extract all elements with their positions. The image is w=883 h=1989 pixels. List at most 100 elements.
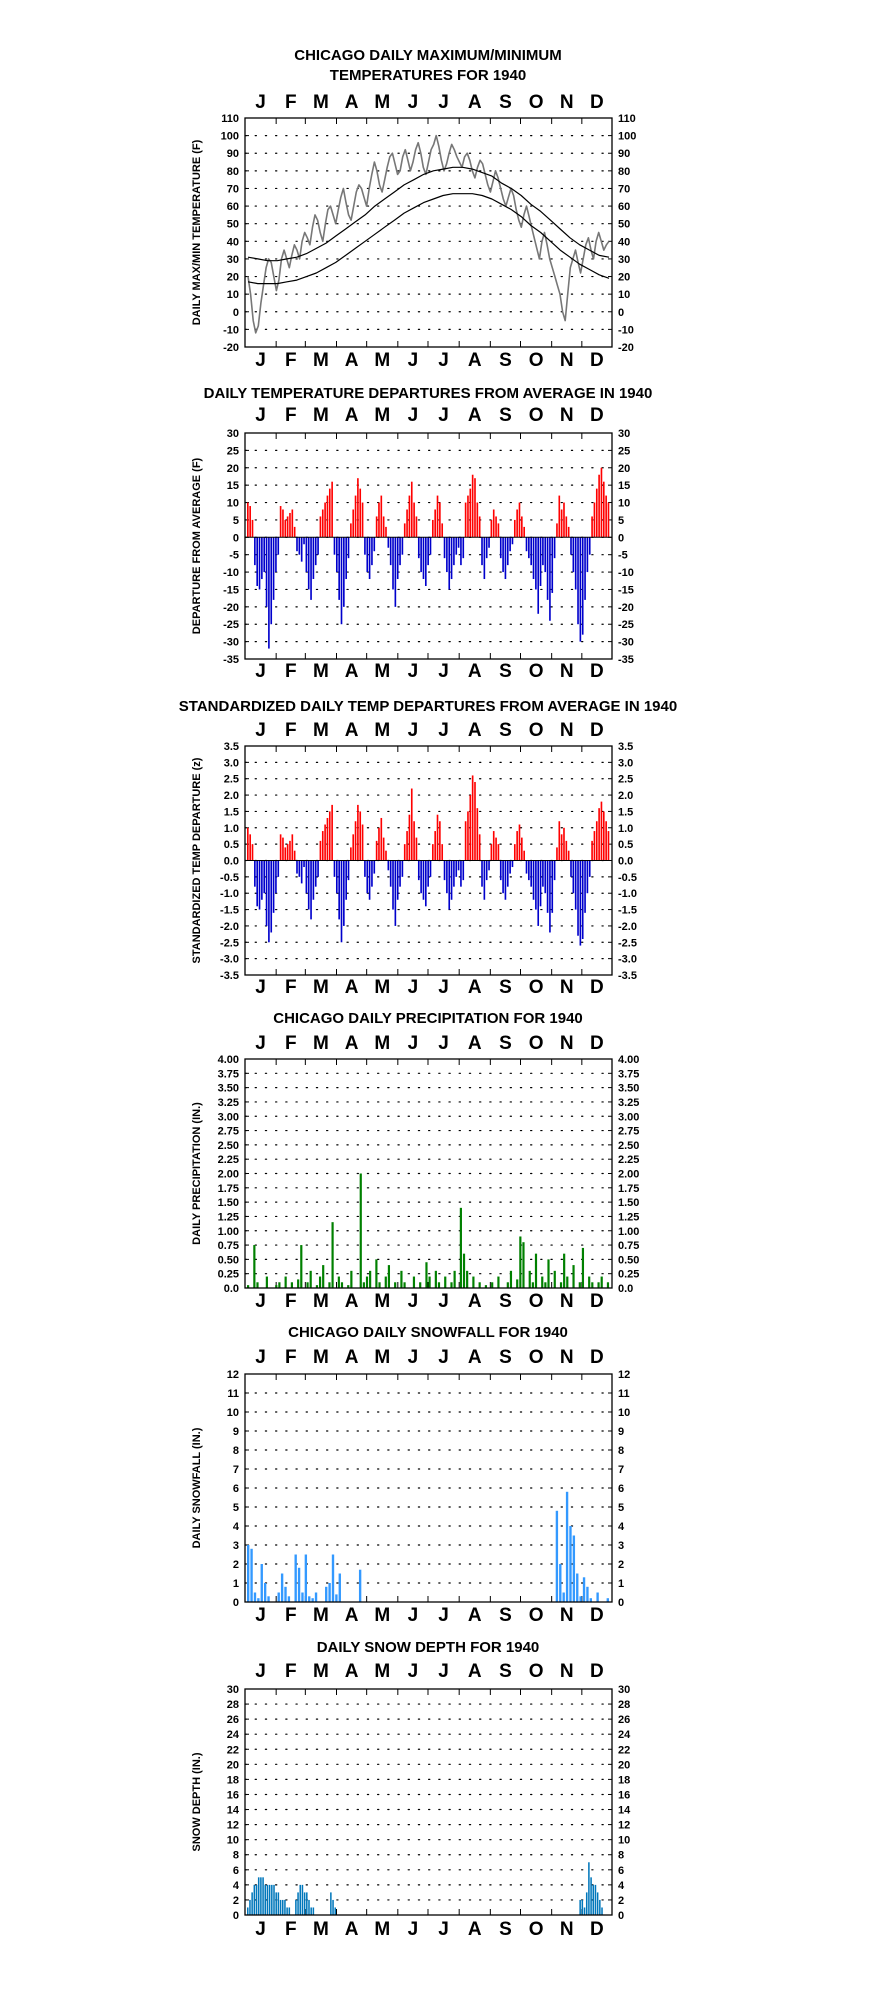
month-label-top: A — [468, 1033, 482, 1054]
bar — [333, 860, 336, 877]
y-axis-label: DAILY PRECIPITATION (IN.) — [191, 1102, 203, 1245]
bar — [373, 860, 376, 874]
bar — [272, 860, 275, 913]
bar — [562, 1592, 565, 1602]
month-label-top: M — [374, 1347, 390, 1368]
bar — [547, 1259, 550, 1289]
y-tick-label-left: 0.0 — [224, 856, 239, 868]
chart-title: CHICAGO DAILY MAXIMUM/MINIMUM — [294, 47, 562, 64]
bar — [343, 860, 345, 926]
bar — [324, 824, 326, 861]
bar — [325, 1586, 328, 1602]
y-tick-label-left: 0 — [233, 532, 239, 544]
month-label-top: O — [529, 92, 544, 113]
bar — [328, 488, 331, 538]
bar — [420, 537, 422, 573]
bar — [331, 481, 333, 538]
bar — [492, 831, 495, 861]
bar — [303, 860, 305, 868]
bar — [307, 860, 310, 910]
y-tick-label-left: 6 — [233, 1483, 239, 1495]
chart-1: CHICAGO DAILY MAXIMUM/MINIMUM TEMPERATURE… — [191, 47, 636, 371]
bar — [535, 860, 537, 910]
month-label-top: D — [590, 1347, 604, 1368]
bar — [347, 1285, 350, 1288]
month-label-top: S — [499, 405, 512, 426]
y-tick-label-right: -3.5 — [618, 970, 637, 982]
month-label-bottom: J — [408, 661, 419, 682]
bar — [432, 844, 434, 861]
bar — [260, 1877, 262, 1915]
y-tick-label-left: 1.5 — [224, 806, 239, 818]
month-label-bottom: J — [255, 350, 266, 371]
month-label-bottom: D — [590, 1291, 604, 1312]
bar — [382, 837, 385, 861]
month-label-bottom: F — [285, 977, 297, 998]
month-label-bottom: O — [529, 1919, 544, 1940]
month-label-bottom: M — [313, 1919, 329, 1940]
month-label-top: M — [313, 720, 329, 741]
bar — [412, 1276, 416, 1288]
bar — [359, 488, 362, 538]
bar — [378, 502, 380, 538]
bar — [499, 860, 502, 881]
bar — [577, 860, 579, 936]
bar — [525, 537, 528, 552]
y-tick-label-right: 30 — [618, 254, 630, 266]
month-label-top: J — [255, 405, 266, 426]
month-label-bottom: D — [590, 977, 604, 998]
bar — [577, 537, 579, 625]
y-tick-label-right: 2.75 — [618, 1126, 639, 1138]
y-tick-label-left: 20 — [227, 463, 239, 475]
bar — [453, 1270, 456, 1288]
bar — [467, 495, 469, 538]
bar — [420, 860, 422, 894]
bar — [328, 811, 331, 861]
bar — [549, 860, 551, 933]
bar — [328, 1282, 331, 1288]
bar — [521, 837, 523, 861]
bar — [350, 523, 352, 538]
bar — [378, 1282, 381, 1288]
bar — [459, 1207, 462, 1288]
bar — [319, 516, 322, 538]
bar — [553, 1270, 556, 1288]
bar — [485, 860, 488, 881]
bar — [257, 1598, 260, 1602]
plot-frame — [244, 1373, 613, 1603]
month-label-top: J — [255, 720, 266, 741]
month-label-bottom: J — [408, 1605, 419, 1626]
y-tick-label-right: 4.00 — [618, 1054, 639, 1066]
bar — [380, 495, 383, 538]
bar — [247, 1285, 250, 1288]
bar — [249, 1899, 251, 1915]
bar — [347, 537, 350, 559]
bar — [495, 837, 497, 861]
bar — [434, 831, 436, 861]
bar — [362, 1282, 365, 1288]
bar — [481, 860, 483, 887]
bar — [309, 1270, 312, 1288]
month-label-bottom: J — [255, 977, 266, 998]
bar — [365, 1276, 369, 1288]
month-label-top: A — [345, 1661, 359, 1682]
y-tick-label-right: 3.5 — [618, 741, 633, 753]
bars — [247, 1491, 609, 1602]
y-tick-label-left: -10 — [223, 567, 239, 579]
bars — [247, 775, 610, 946]
bar — [282, 837, 284, 861]
bar — [264, 1884, 267, 1915]
bar — [410, 788, 413, 861]
bar — [425, 1262, 428, 1288]
y-tick-label-left: 6 — [233, 1865, 239, 1877]
bar — [491, 1282, 494, 1288]
bar — [455, 860, 458, 877]
bar — [318, 1276, 322, 1288]
month-label-bottom: J — [255, 1291, 266, 1312]
month-label-top: J — [255, 1033, 266, 1054]
plot-frame — [244, 1688, 613, 1916]
month-label-top: D — [590, 720, 604, 741]
y-tick-label-left: 3.0 — [224, 757, 239, 769]
y-tick-label-right: 7 — [618, 1464, 624, 1476]
